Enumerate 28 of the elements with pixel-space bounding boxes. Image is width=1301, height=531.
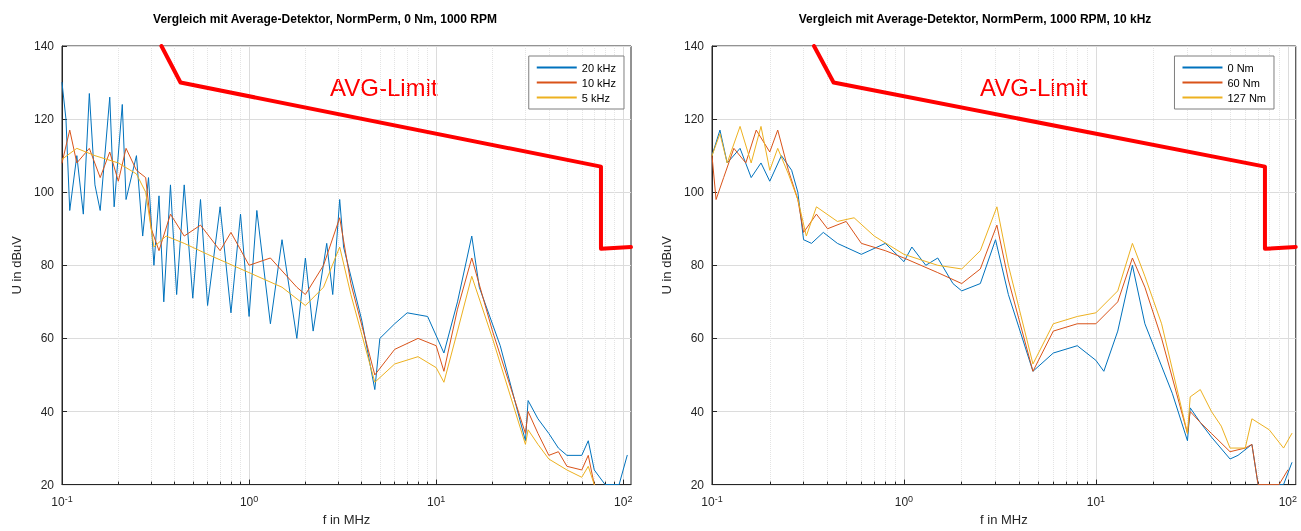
y-axis-title: U in dBuV xyxy=(9,235,25,295)
chart-title: Vergleich mit Average-Detektor, NormPerm, 0 Nm, 1000 RPM xyxy=(153,12,497,26)
legend-label: 10 kHz xyxy=(581,76,617,89)
y-tick-label: 60 xyxy=(690,331,705,346)
y-tick-label: 80 xyxy=(690,258,705,273)
x-axis-title: f in MHz xyxy=(322,512,371,527)
y-tick-label: 40 xyxy=(690,404,705,419)
y-tick-label: 20 xyxy=(690,477,705,492)
annotation: AVG-Limit xyxy=(980,73,1088,101)
y-tick-label: 20 xyxy=(40,477,55,492)
y-tick-label: 100 xyxy=(683,185,705,200)
y-tick-label: 40 xyxy=(40,404,55,419)
y-tick-label: 100 xyxy=(33,185,55,200)
y-tick-label: 140 xyxy=(33,39,55,53)
legend-label: 5 kHz xyxy=(581,91,610,104)
y-tick-label: 60 xyxy=(40,331,55,346)
y-tick-label: 80 xyxy=(40,258,55,273)
y-axis-title: U in dBuV xyxy=(659,235,675,295)
x-axis-title: f in MHz xyxy=(980,512,1028,527)
y-tick-label: 120 xyxy=(33,112,55,127)
y-tick-label: 120 xyxy=(683,112,705,127)
annotation: AVG-Limit xyxy=(330,73,438,101)
legend-label: 127 Nm xyxy=(1227,91,1267,104)
legend-label: 0 Nm xyxy=(1227,61,1254,74)
legend-label: 60 Nm xyxy=(1227,76,1260,89)
chart-title: Vergleich mit Average-Detektor, NormPerm, 1000 RPM, 10 kHz xyxy=(798,12,1152,26)
y-tick-label: 140 xyxy=(683,39,705,53)
legend-label: 20 kHz xyxy=(581,61,617,74)
